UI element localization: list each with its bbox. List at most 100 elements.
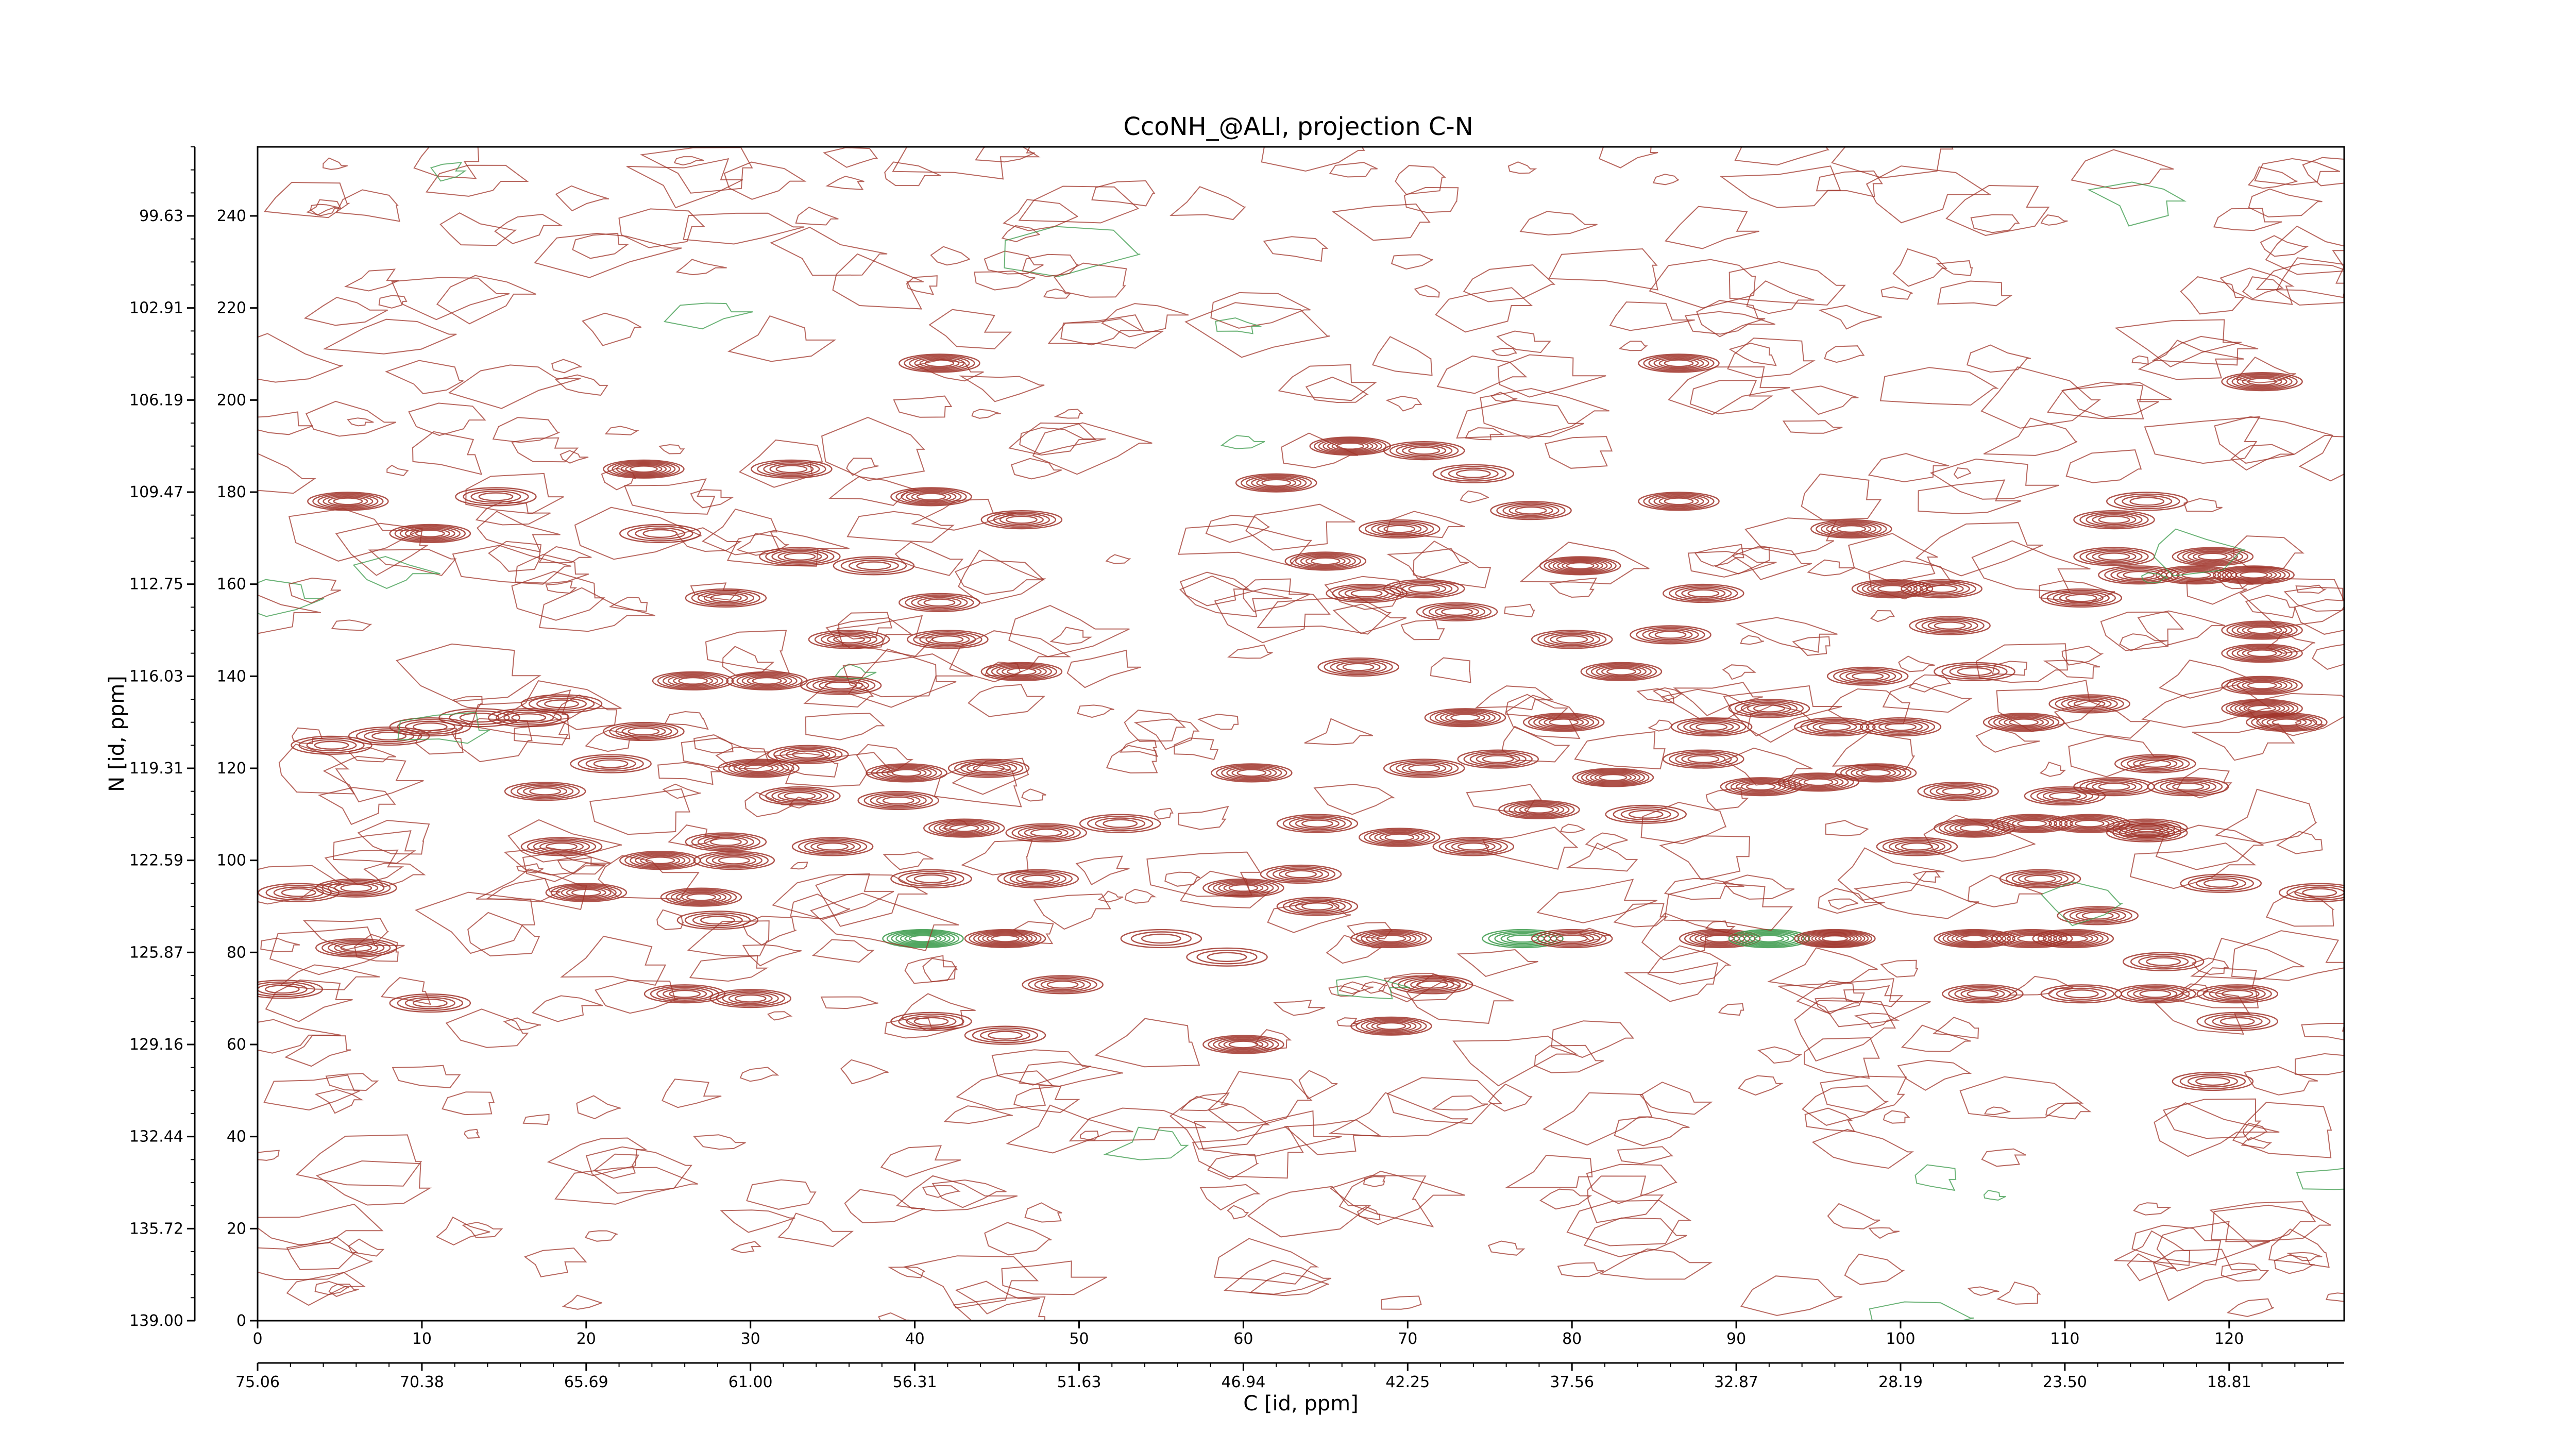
noise-contour	[1326, 935, 1383, 964]
peak-contour	[2278, 883, 2344, 902]
peak-contour	[1539, 556, 1621, 576]
peak-contour	[1022, 975, 1104, 995]
noise-contour	[485, 878, 561, 903]
noise-contour	[1945, 184, 2050, 236]
noise-contour	[2156, 1221, 2270, 1272]
noise-contour	[1169, 1096, 1270, 1150]
noise-contour	[1696, 299, 1766, 338]
noise-contour	[1811, 1128, 1914, 1169]
noise-contour	[2241, 693, 2344, 736]
noise-contour	[318, 787, 396, 825]
noise-contour	[1180, 1092, 1230, 1111]
noise-contour	[1641, 913, 1738, 961]
noise-contour	[1848, 533, 1938, 583]
x-ppm-tick-label: 51.63	[1057, 1373, 1101, 1391]
noise-contour	[1094, 1018, 1200, 1068]
noise-contour	[1912, 871, 1941, 883]
noise-contour	[1664, 882, 1793, 931]
peak-contour	[833, 556, 915, 576]
y-index-tick-label: 80	[227, 943, 246, 962]
noise-contour	[1487, 1240, 1526, 1256]
noise-contour	[2061, 381, 2159, 418]
peak-contour	[1662, 749, 1744, 769]
noise-contour	[2129, 843, 2257, 889]
noise-contour	[265, 979, 353, 1022]
noise-contour	[258, 333, 343, 383]
noise-contour	[585, 729, 640, 752]
noise-contour	[464, 1128, 481, 1139]
noise-contour	[739, 1067, 779, 1082]
peak-contour	[1794, 717, 1876, 737]
noise-contour	[1257, 596, 1392, 635]
noise-contour	[825, 176, 865, 190]
noise-contour	[1837, 847, 1944, 901]
noise-contour	[538, 546, 592, 564]
noise-contour	[1463, 264, 1556, 302]
noise-contour	[1332, 203, 1431, 241]
noise-contour	[2043, 660, 2100, 679]
y-ppm-tick-label: 116.03	[129, 667, 183, 685]
noise-contour	[1281, 432, 1359, 468]
noise-contour	[1214, 587, 1331, 644]
noise-contour	[467, 912, 540, 957]
noise-contour	[673, 156, 704, 166]
noise-contour	[2158, 659, 2252, 699]
noise-contour	[1731, 545, 1812, 580]
peak-contour	[1522, 713, 1605, 732]
noise-contour	[880, 1145, 961, 1178]
noise-contour	[1545, 436, 1613, 469]
noise-contour	[1804, 1037, 1880, 1079]
noise-contour	[1854, 1013, 1900, 1029]
noise-contour	[1519, 542, 1650, 585]
y-ppm-tick-label: 139.00	[129, 1312, 183, 1330]
noise-contour	[507, 819, 622, 863]
noise-contour	[895, 1175, 1018, 1211]
noise-contour	[1413, 540, 1492, 588]
noise-contour	[790, 894, 851, 920]
peak-contour	[1416, 602, 1498, 621]
noise-contour	[1996, 1282, 2041, 1305]
noise-contour	[595, 980, 678, 1014]
noise-contour	[1992, 661, 2028, 676]
noise-contour	[701, 509, 780, 555]
y-index-tick-label: 100	[217, 852, 246, 870]
noise-contour	[1043, 288, 1071, 299]
peak-contour	[1662, 583, 1744, 603]
noise-contour	[344, 268, 399, 292]
noise-contour	[1624, 962, 1719, 1002]
noise-contour	[412, 431, 483, 475]
noise-contour	[2295, 584, 2327, 594]
noise-contour	[1378, 973, 1454, 1003]
noise-contour	[2239, 578, 2344, 628]
noise-contour	[1673, 682, 1763, 716]
x-ppm-tick-label: 18.81	[2207, 1373, 2251, 1391]
noise-contour	[1133, 718, 1200, 750]
x-ppm-axis: 75.06 70.38 65.69 61.00 56.31 51.63 46.94 42.25…	[235, 1363, 2329, 1391]
peak-contour	[438, 708, 520, 728]
noise-contour	[1053, 262, 1127, 298]
noise-contour	[662, 783, 701, 799]
x-index-tick-label: 50	[1069, 1330, 1089, 1348]
noise-contour	[494, 213, 564, 244]
noise-contour	[1796, 980, 1865, 1013]
noise-contour	[357, 820, 430, 855]
noise-contour	[554, 1167, 698, 1205]
peak-contour	[1826, 666, 1909, 686]
noise-contour	[1313, 783, 1396, 815]
noise-contour	[1549, 577, 1598, 598]
peak-contour	[1005, 823, 1087, 843]
noise-contour	[2154, 528, 2246, 577]
noise-contour	[286, 1272, 366, 1306]
noise-contour	[1054, 409, 1084, 419]
noise-contour	[1004, 226, 1141, 277]
noise-contour	[727, 315, 837, 362]
noise-contour	[2171, 967, 2259, 1008]
peak-contour	[455, 487, 537, 507]
noise-contour	[2226, 1298, 2274, 1317]
noise-contour	[1843, 985, 1904, 1007]
noise-contour	[883, 851, 934, 870]
noise-contour	[258, 453, 316, 494]
noise-contour	[503, 1017, 541, 1031]
x-ppm-tick-label: 56.31	[893, 1373, 937, 1391]
